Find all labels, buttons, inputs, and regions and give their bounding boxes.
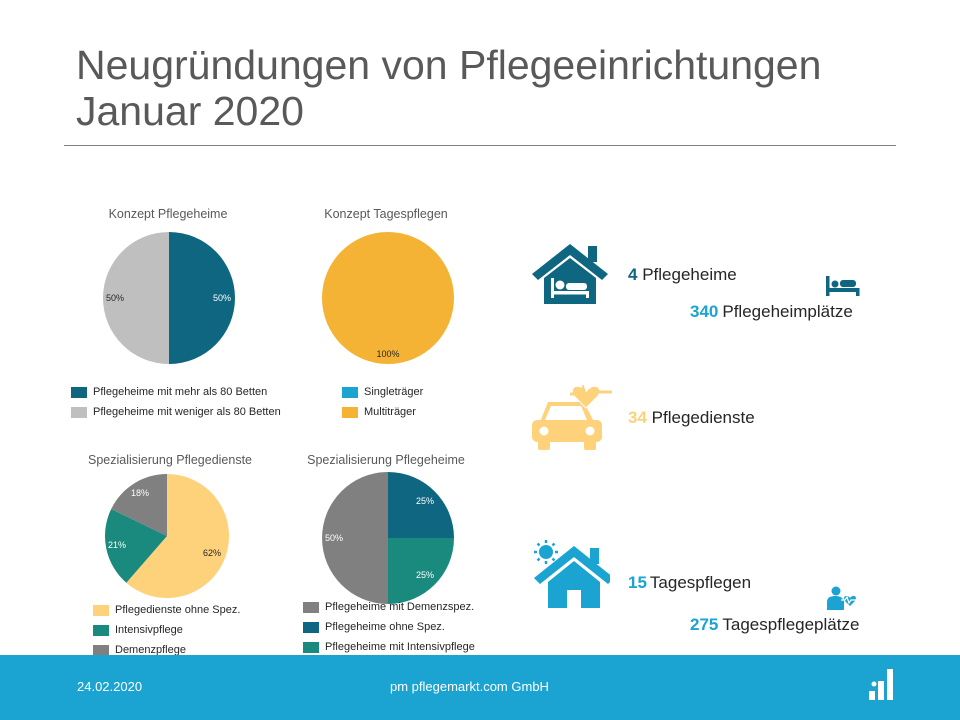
stat-label: Pflegeheimplätze xyxy=(722,302,853,321)
pie-slice xyxy=(111,474,167,536)
page-title-line2: Januar 2020 xyxy=(76,88,304,134)
data-label: 25% xyxy=(416,570,434,580)
legend-label: Pflegeheime mit Demenzspez. xyxy=(325,601,475,613)
legend-item: Pflegeheime mit weniger als 80 Betten xyxy=(71,402,281,422)
legend-item: Pflegeheime mit mehr als 80 Betten xyxy=(71,382,281,402)
pie-charts: Konzept Pflegeheime 50% 50% Konzept Tagespf… xyxy=(88,207,465,604)
pie-slice xyxy=(388,472,454,538)
legend-label: Intensivpflege xyxy=(115,624,183,636)
pie-slice xyxy=(104,508,167,583)
legend-item: Intensivpflege xyxy=(93,620,240,640)
legend-swatch xyxy=(93,624,109,636)
pie-chart: Konzept Pflegeheime 50% 50% xyxy=(103,207,235,364)
chart-title: Spezialisierung Pflegedienste xyxy=(88,453,252,467)
stat-pflegeheime: 4 Pflegeheime xyxy=(628,265,737,285)
pie-chart: Spezialisierung Pflegeheime 50% 25% 25% xyxy=(307,453,465,604)
stat-number: 4 xyxy=(628,265,638,284)
legend-label: Pflegeheime ohne Spez. xyxy=(325,621,445,633)
legend-swatch xyxy=(342,386,358,398)
pie-slice xyxy=(126,474,230,599)
legend-swatch xyxy=(71,386,87,398)
legend-label: Multiträger xyxy=(364,406,416,418)
legend-spez-pflegeheime: Pflegeheime mit Demenzspez. Pflegeheime … xyxy=(303,597,475,657)
pie-slice xyxy=(169,232,235,364)
legend-spez-pflegedienste: Pflegedienste ohne Spez. Intensivpflege … xyxy=(93,600,240,660)
pie-slice xyxy=(103,232,169,364)
legend-swatch xyxy=(303,621,319,633)
stat-number: 34 xyxy=(628,408,647,427)
logo-icon xyxy=(869,669,893,700)
stat-number: 275 xyxy=(690,615,719,634)
legend-konzept-tagespflegen: Singleträger Multiträger xyxy=(342,382,423,422)
legend-item: Pflegeheime mit Intensivpflege xyxy=(303,637,475,657)
chart-title: Konzept Tagespflegen xyxy=(324,207,448,221)
stat-label: Pflegedienste xyxy=(651,408,755,427)
legend-item: Pflegedienste ohne Spez. xyxy=(93,600,240,620)
legend-item: Demenzpflege xyxy=(93,640,240,660)
data-label: 62% xyxy=(203,548,221,558)
data-label: 100% xyxy=(376,349,399,359)
data-label: 50% xyxy=(213,293,231,303)
legend-konzept-pflegeheime: Pflegeheime mit mehr als 80 Betten Pfleg… xyxy=(71,382,281,422)
pie-slice xyxy=(388,538,454,604)
legend-label: Demenzpflege xyxy=(115,644,186,656)
legend-swatch xyxy=(93,604,109,616)
legend-label: Pflegeheime mit weniger als 80 Betten xyxy=(93,406,281,418)
legend-item: Pflegeheime ohne Spez. xyxy=(303,617,475,637)
legend-label: Singleträger xyxy=(364,386,424,398)
legend-swatch xyxy=(303,641,319,653)
legend-swatch xyxy=(342,406,358,418)
pie-chart: Spezialisierung Pflegedienste 62% 21% 18% xyxy=(88,453,252,599)
person-heart-icon xyxy=(827,586,857,610)
chart-title: Spezialisierung Pflegeheime xyxy=(307,453,465,467)
pie-slice xyxy=(322,232,454,364)
legend-swatch xyxy=(303,601,319,613)
stat-pflegeheimplaetze: 340 Pflegeheimplätze xyxy=(690,302,853,322)
pie-slice xyxy=(322,472,388,604)
stat-label: Tagespflegen xyxy=(649,573,752,592)
legend-item: Pflegeheime mit Demenzspez. xyxy=(303,597,475,617)
stat-label: Pflegeheime xyxy=(642,265,737,284)
stat-pflegedienste: 34 Pflegedienste xyxy=(628,408,755,428)
stat-tagespflegeplaetze: 275 Tagespflegeplätze xyxy=(690,615,859,635)
house-sun-icon xyxy=(534,540,610,608)
pie-chart: Konzept Tagespflegen 100% xyxy=(322,207,454,364)
legend-swatch xyxy=(93,644,109,656)
footer-company: pm pflegemarkt.com GmbH xyxy=(390,679,549,694)
legend-swatch xyxy=(71,406,87,418)
stat-label: Tagespflegeplätze xyxy=(722,615,860,634)
footer-date: 24.02.2020 xyxy=(77,679,143,694)
page-title-line1: Neugründungen von Pflegeeinrichtungen xyxy=(76,42,822,88)
title-divider xyxy=(64,145,896,146)
footer-bar: 24.02.2020 pm pflegemarkt.com GmbH xyxy=(0,655,960,720)
data-label: 50% xyxy=(325,533,343,543)
legend-item: Multiträger xyxy=(342,402,423,422)
page-title: Neugründungen von Pflegeeinrichtungen Ja… xyxy=(76,42,821,134)
bed-icon xyxy=(826,276,860,296)
data-label: 21% xyxy=(108,540,126,550)
house-bed-icon xyxy=(532,244,608,304)
legend-item: Singleträger xyxy=(342,382,423,402)
stat-number: 340 xyxy=(690,302,719,321)
data-label: 50% xyxy=(106,293,124,303)
stat-tagespflegen: 15 Tagespflegen xyxy=(628,573,751,593)
legend-label: Pflegeheime mit mehr als 80 Betten xyxy=(93,386,268,398)
data-label: 25% xyxy=(416,496,434,506)
legend-label: Pflegedienste ohne Spez. xyxy=(115,604,241,616)
car-heartbeat-icon xyxy=(532,384,612,450)
legend-label: Pflegeheime mit Intensivpflege xyxy=(325,641,475,653)
chart-title: Konzept Pflegeheime xyxy=(109,207,228,221)
stat-number: 15 xyxy=(628,573,647,592)
data-label: 18% xyxy=(131,488,149,498)
